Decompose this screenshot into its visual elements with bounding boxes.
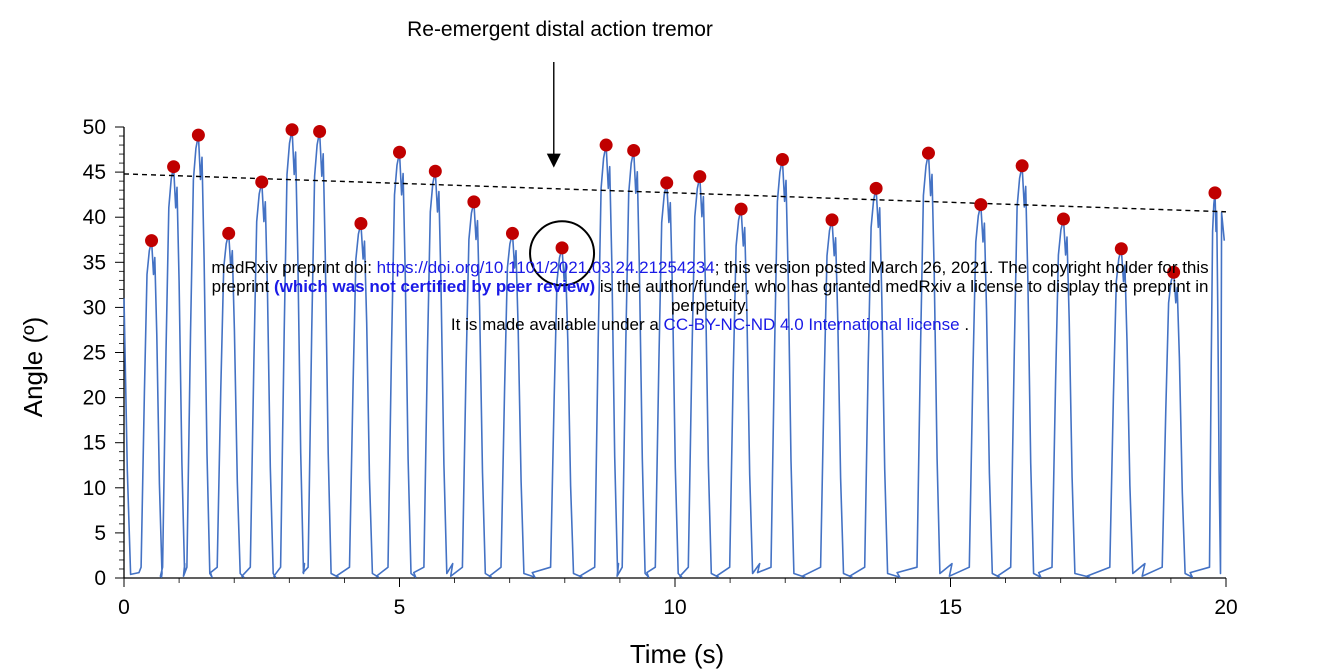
y-tick-label: 30 xyxy=(83,296,106,319)
x-tick-label: 5 xyxy=(394,596,406,619)
peak-marker xyxy=(1208,186,1222,200)
y-tick-label: 5 xyxy=(94,522,106,545)
notice-line-4: It is made available under a CC-BY-NC-ND… xyxy=(70,315,1341,334)
y-tick-label: 50 xyxy=(83,116,106,139)
notice-text: perpetuity. xyxy=(670,296,750,315)
peak-marker xyxy=(1114,242,1128,256)
trace-line xyxy=(123,128,1226,578)
peak-marker xyxy=(505,226,519,240)
notice-line-1: medRxiv preprint doi: https://doi.org/10… xyxy=(70,258,1341,277)
annotation xyxy=(529,62,596,287)
annotation-arrow-head xyxy=(546,153,561,168)
peak-marker xyxy=(627,143,641,157)
peak-marker xyxy=(599,138,613,152)
axes xyxy=(115,126,1227,587)
trend-dashed-line xyxy=(123,173,1227,213)
x-tick-label: 15 xyxy=(939,596,962,619)
y-tick-label: 15 xyxy=(83,432,106,455)
peak-marker xyxy=(974,198,988,212)
notice-text: medRxiv preprint doi: xyxy=(211,258,377,277)
x-tick-label: 0 xyxy=(118,596,130,619)
notice-text: It is made available under a xyxy=(450,315,664,334)
peak-marker xyxy=(167,160,181,174)
peak-markers xyxy=(145,123,1222,279)
peak-marker xyxy=(313,125,327,139)
peak-marker xyxy=(693,170,707,184)
peak-marker xyxy=(222,226,236,240)
notice-text: ; this version posted March 26, 2021. Th… xyxy=(714,258,1209,277)
peak-marker xyxy=(191,128,205,142)
annotation-circle xyxy=(529,220,596,287)
peer-review-note: (which was not certified by peer review) xyxy=(273,277,596,296)
tick-labels: 0 5 10 15 20 25 30 35 40 45 50 0 5 10 15 20 xyxy=(83,116,1238,619)
notice-text: is the author/funder, who has granted me… xyxy=(595,277,1209,296)
peak-marker xyxy=(393,145,406,159)
annotation-label: Re-emergent distal action tremor xyxy=(407,18,713,41)
license-link[interactable]: CC-BY-NC-ND 4.0 International license xyxy=(663,315,960,334)
angle-trace xyxy=(123,128,1226,578)
peak-marker xyxy=(145,234,159,248)
x-axis-title: Time (s) xyxy=(630,639,724,669)
y-tick-label: 45 xyxy=(83,161,106,184)
y-tick-label: 25 xyxy=(83,342,106,365)
y-tick-label: 10 xyxy=(83,477,106,500)
notice-text: . xyxy=(959,315,970,334)
peak-marker xyxy=(825,213,839,227)
peak-marker xyxy=(1167,265,1181,279)
y-axis-title: Angle (º) xyxy=(18,317,48,418)
peak-marker xyxy=(775,152,789,166)
notice-text: preprint xyxy=(211,277,274,296)
peak-marker xyxy=(921,146,935,160)
peak-marker xyxy=(1056,212,1070,226)
peak-marker xyxy=(285,123,299,137)
peak-marker xyxy=(869,181,883,195)
y-tick-label: 40 xyxy=(83,206,106,229)
y-tick-label: 35 xyxy=(83,251,106,274)
peak-marker xyxy=(354,217,368,231)
peak-marker xyxy=(1015,159,1029,173)
x-tick-label: 10 xyxy=(663,596,686,619)
doi-link[interactable]: https://doi.org/10.1101/2021.03.24.21254… xyxy=(376,258,715,277)
y-tick-label: 0 xyxy=(94,567,106,590)
peak-marker xyxy=(734,202,748,216)
peak-marker xyxy=(660,176,674,190)
notice-line-2: preprint (which was not certified by pee… xyxy=(70,277,1341,296)
peak-marker xyxy=(428,164,442,178)
y-tick-label: 20 xyxy=(83,387,106,410)
peak-marker xyxy=(467,195,481,209)
notice-line-3: perpetuity. xyxy=(70,296,1341,315)
peak-marker xyxy=(255,175,269,189)
peak-marker xyxy=(555,241,569,255)
x-tick-label: 20 xyxy=(1214,596,1237,619)
preprint-notice: medRxiv preprint doi: https://doi.org/10… xyxy=(70,258,1341,334)
trend-line xyxy=(123,173,1227,213)
